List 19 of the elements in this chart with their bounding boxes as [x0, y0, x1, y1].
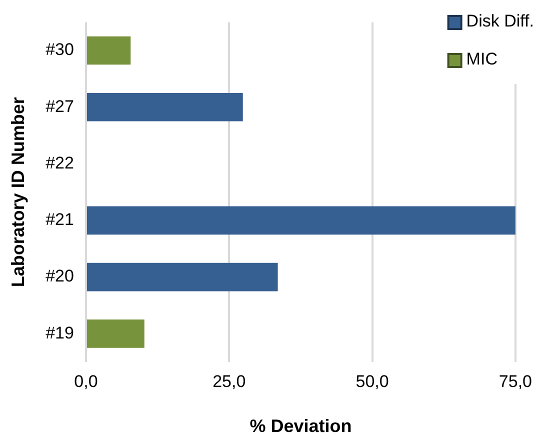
x-tick-label: 0,0 — [74, 372, 98, 391]
bar — [86, 36, 131, 65]
bar — [86, 262, 278, 292]
x-axis-title: % Deviation — [250, 416, 352, 436]
bar — [86, 92, 243, 122]
legend-label: Disk Diff. — [466, 12, 534, 31]
legend-label: MIC — [466, 50, 498, 69]
y-tick-label: #30 — [46, 40, 74, 60]
x-tick-label: 50,0 — [356, 372, 389, 391]
bar — [86, 320, 144, 348]
bar — [86, 206, 516, 235]
y-tick-label: #20 — [46, 266, 74, 286]
x-tick-label: 75,0 — [498, 372, 532, 391]
y-tick-label: #19 — [46, 323, 74, 342]
y-tick-label: #21 — [46, 210, 74, 230]
y-axis-title: Laboratory ID Number — [8, 97, 28, 288]
y-tick-label: #22 — [46, 153, 74, 172]
y-tick-label: #27 — [46, 96, 74, 116]
x-tick-label: 25,0 — [212, 372, 246, 391]
